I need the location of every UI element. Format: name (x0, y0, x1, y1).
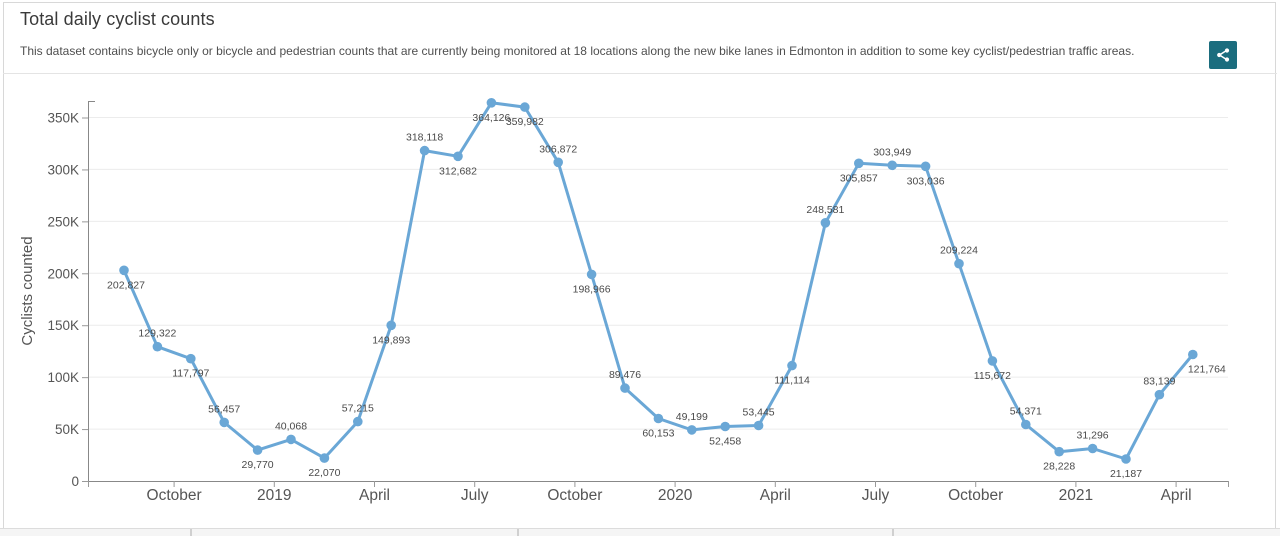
cyclist-counts-line-chart: 202,827 129,322 117,797 56,457 29,770 40,068 2… (19, 98, 1229, 504)
data-point-label: 129,322 (138, 328, 176, 340)
dataset-card (3, 2, 1276, 536)
data-point[interactable] (553, 157, 563, 168)
data-point[interactable] (653, 413, 664, 424)
data-point[interactable] (720, 421, 730, 432)
data-point-label: 312,682 (439, 165, 477, 177)
dataset-description: This dataset contains bicycle only or bi… (20, 44, 1135, 58)
data-point[interactable] (419, 145, 430, 156)
cutoff-separator (892, 529, 894, 536)
x-tick-label: July (862, 487, 890, 504)
x-tick-label: April (760, 487, 791, 504)
data-point-label: 53,445 (743, 407, 775, 419)
data-point[interactable] (1087, 443, 1098, 454)
data-point-label: 56,457 (208, 403, 240, 415)
data-point[interactable] (1021, 419, 1031, 430)
data-point-label: 306,872 (539, 143, 577, 155)
data-point[interactable] (486, 98, 497, 108)
data-point-label: 52,458 (709, 436, 741, 448)
y-tick-label: 200K (47, 266, 79, 281)
y-tick-label: 300K (47, 162, 79, 177)
data-point[interactable] (687, 425, 697, 435)
y-tick-label: 50K (55, 422, 79, 437)
data-point-label: 149,893 (372, 334, 410, 346)
data-point-label: 364,126 (472, 112, 510, 124)
data-point-label: 305,857 (840, 172, 878, 184)
data-point-label: 303,949 (873, 146, 911, 158)
data-point-label: 29,770 (242, 459, 274, 471)
data-point-label: 117,797 (172, 368, 209, 380)
data-point[interactable] (1054, 446, 1064, 457)
data-point[interactable] (520, 102, 530, 112)
data-point[interactable] (319, 453, 330, 463)
data-point[interactable] (753, 420, 764, 431)
data-point-label: 111,114 (774, 375, 810, 387)
share-icon (1215, 47, 1231, 63)
data-point[interactable] (820, 218, 831, 228)
data-point-label: 49,199 (676, 411, 708, 423)
data-point-label: 89,476 (609, 369, 641, 381)
cutoff-separator (190, 529, 192, 536)
data-point[interactable] (386, 320, 397, 331)
x-tick-label: July (461, 487, 489, 504)
x-tick-label: 2021 (1059, 487, 1093, 504)
data-point-label: 115,672 (974, 370, 1011, 382)
data-point-label: 60,153 (642, 428, 674, 440)
data-point-label: 40,068 (275, 420, 307, 432)
data-point-label: 22,070 (308, 467, 340, 479)
data-point[interactable] (987, 356, 998, 366)
data-point-label: 359,982 (506, 116, 544, 128)
share-button[interactable] (1209, 41, 1237, 69)
y-tick-label: 100K (47, 370, 79, 385)
data-point[interactable] (787, 360, 797, 371)
data-point[interactable] (119, 265, 129, 276)
data-point-label: 303,036 (907, 175, 945, 187)
data-point[interactable] (1188, 349, 1198, 360)
data-point[interactable] (252, 445, 263, 455)
data-point-label: 21,187 (1110, 468, 1142, 480)
y-tick-label: 150K (47, 318, 79, 333)
data-point[interactable] (219, 417, 229, 428)
y-tick-label: 350K (47, 111, 79, 126)
y-tick-label: 250K (47, 214, 79, 229)
data-point-label: 54,371 (1010, 406, 1042, 418)
data-point-label: 31,296 (1077, 430, 1109, 442)
page-title: Total daily cyclist counts (20, 9, 215, 29)
data-point[interactable] (152, 341, 163, 352)
x-tick-label: 2019 (257, 487, 291, 504)
data-point-label: 57,215 (342, 403, 374, 415)
data-point-label: 209,224 (940, 245, 978, 257)
data-point[interactable] (1121, 454, 1131, 464)
data-point-label: 121,764 (1188, 364, 1226, 376)
cutoff-separator (517, 529, 519, 536)
y-tick-label: 0 (71, 474, 79, 489)
x-tick-label: April (359, 487, 390, 504)
data-point[interactable] (286, 434, 296, 445)
x-tick-label: October (547, 487, 602, 504)
data-point-label: 318,118 (406, 132, 443, 144)
data-point[interactable] (586, 269, 597, 280)
data-point[interactable] (887, 160, 897, 171)
data-point-label: 28,228 (1043, 461, 1075, 473)
data-point-label: 248,581 (806, 204, 844, 216)
cutoff-section-below (0, 528, 1280, 536)
data-point[interactable] (954, 258, 964, 269)
x-tick-label: October (948, 487, 1003, 504)
data-point-label: 202,827 (107, 279, 145, 291)
data-point[interactable] (620, 383, 630, 393)
y-axis-title: Cyclists counted (19, 236, 36, 345)
x-tick-label: 2020 (658, 487, 693, 504)
x-tick-label: October (147, 487, 202, 504)
header-divider (3, 73, 1277, 74)
data-point[interactable] (920, 161, 931, 172)
data-point[interactable] (453, 151, 463, 162)
data-point-label: 83,139 (1143, 376, 1175, 388)
data-point[interactable] (854, 158, 864, 169)
data-point[interactable] (353, 416, 363, 427)
data-point[interactable] (1154, 389, 1165, 400)
x-tick-label: April (1161, 487, 1192, 504)
data-point-label: 198,966 (573, 283, 611, 295)
data-point[interactable] (186, 353, 196, 364)
